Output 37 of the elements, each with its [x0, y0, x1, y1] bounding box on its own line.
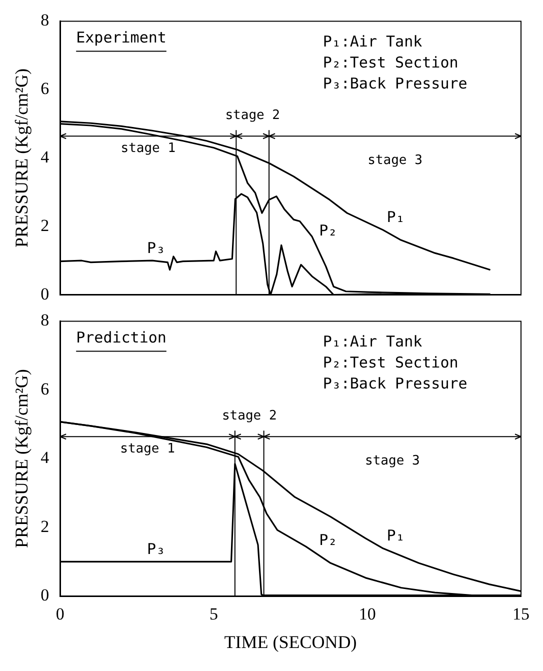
- x-tick-label: 0: [56, 604, 64, 624]
- y-tick-label: 8: [40, 310, 50, 330]
- y-tick-label: 4: [40, 448, 50, 468]
- x-axis-title: TIME (SECOND): [224, 632, 357, 652]
- annotation: P₁:Air Tank: [322, 332, 422, 351]
- x-tick-label: 10: [358, 604, 376, 624]
- y-axis-title: PRESSURE (Kgf/cm²G): [12, 369, 32, 548]
- series-label: P₂: [319, 222, 338, 240]
- annotation: stage 1: [120, 441, 175, 456]
- annotation: P₁:Air Tank: [322, 32, 422, 51]
- y-axis-title: PRESSURE (Kgf/cm²G): [12, 68, 32, 248]
- y-tick-label: 0: [40, 284, 50, 304]
- annotation: stage 2: [225, 108, 280, 123]
- series-label: P₁: [386, 208, 405, 226]
- series-label: P₃: [147, 239, 166, 258]
- y-tick-label: 6: [40, 79, 50, 98]
- y-tick-label: 4: [40, 147, 50, 166]
- annotation: stage 2: [222, 408, 277, 424]
- series-label: P₁: [386, 526, 405, 545]
- annotation: P₃:Back Pressure: [322, 374, 468, 393]
- series-label: P₃: [147, 540, 166, 558]
- y-tick-label: 2: [40, 516, 50, 536]
- text: Experiment: [76, 28, 166, 47]
- annotation: P₂:Test Section: [322, 54, 458, 72]
- y-tick-label: 8: [40, 10, 50, 30]
- series-label: P₂: [319, 531, 338, 550]
- annotation: P₂:Test Section: [322, 354, 458, 372]
- y-tick-label: 2: [40, 216, 50, 235]
- x-tick-label: 5: [209, 604, 218, 624]
- y-tick-label: 0: [40, 585, 50, 604]
- annotation: stage 1: [120, 140, 176, 156]
- annotation: stage 3: [365, 453, 420, 468]
- y-tick-label: 6: [40, 379, 50, 398]
- x-tick-label: 15: [512, 604, 530, 624]
- text: Prediction: [76, 328, 166, 347]
- annotation: stage 3: [368, 152, 422, 168]
- annotation: P₃:Back Pressure: [322, 74, 468, 93]
